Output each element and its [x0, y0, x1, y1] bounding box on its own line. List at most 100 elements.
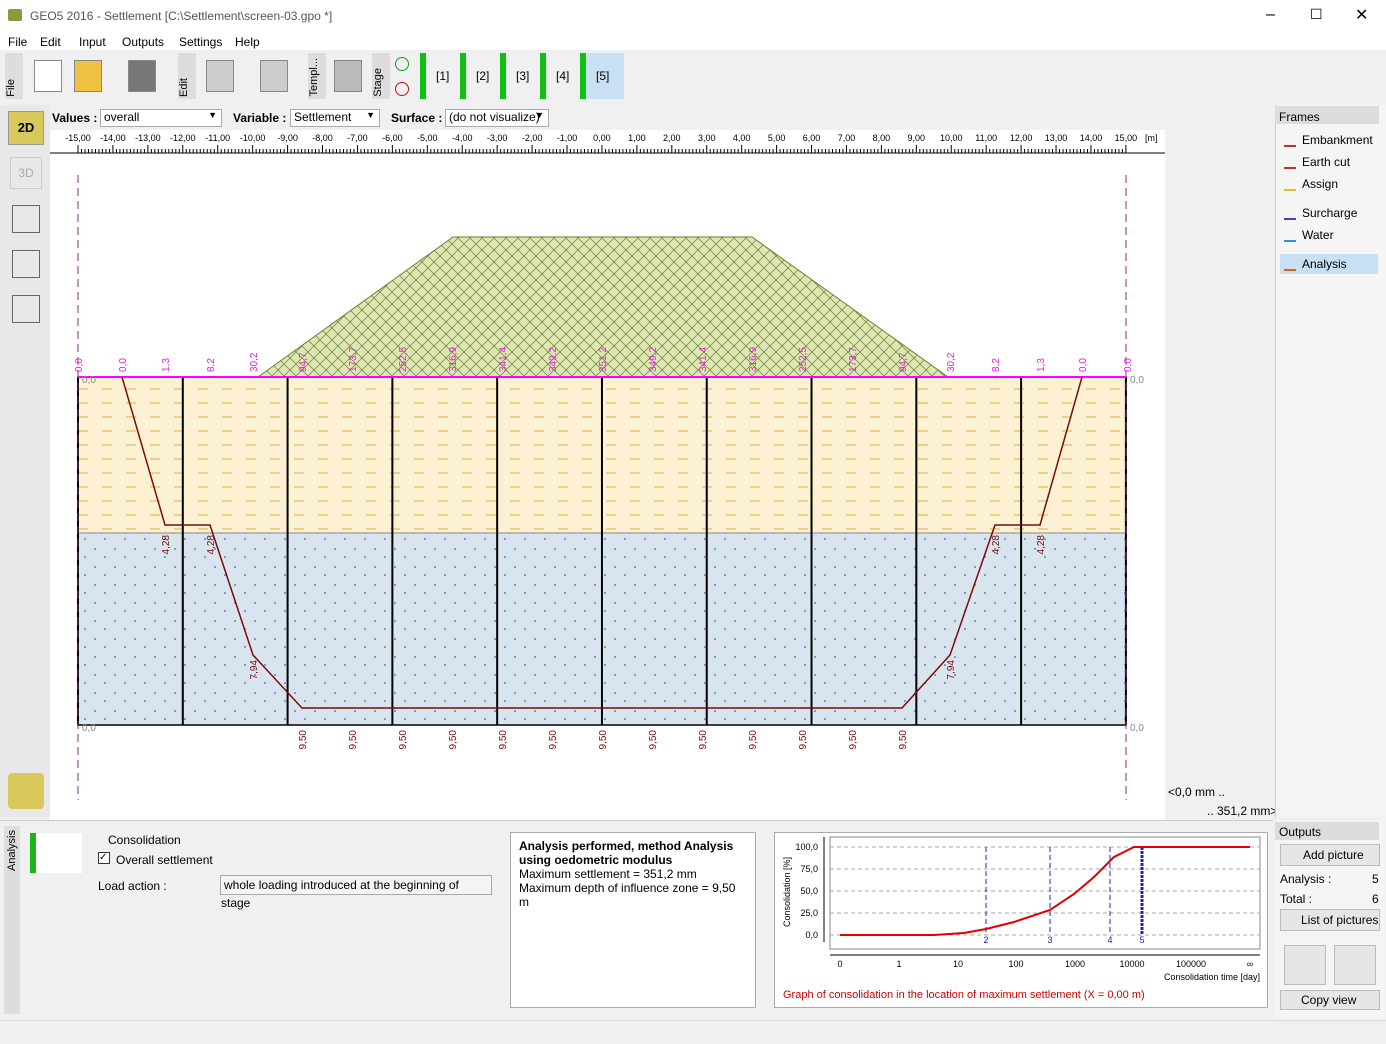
stage-button[interactable]: [5]: [580, 53, 624, 99]
menu-item[interactable]: Input: [79, 35, 106, 49]
ruler-label: -10,00: [240, 133, 266, 143]
stage-button[interactable]: [2]: [460, 53, 502, 99]
y-axis-label: Consolidation [%]: [782, 857, 792, 927]
depth-label: 9,50: [848, 730, 859, 750]
add-stage[interactable]: [395, 57, 409, 71]
settlement-label: 252,5: [798, 347, 809, 372]
frame-button[interactable]: Analysis: [1280, 254, 1378, 274]
toolbar-tab[interactable]: Stage: [372, 53, 390, 99]
tool-icon[interactable]: [12, 205, 40, 233]
toolbar-tab[interactable]: File: [5, 53, 23, 99]
ruler-label: 6,00: [803, 133, 821, 143]
x-tick-label: 1: [896, 959, 901, 969]
depth-label: 9,50: [398, 730, 409, 750]
frame-button[interactable]: Surcharge: [1280, 203, 1378, 223]
y-tick-label: 75,0: [800, 864, 818, 874]
scale-max: .. 351,2 mm>: [1207, 804, 1278, 818]
menu-item[interactable]: File: [8, 35, 28, 49]
edge-label: 0,0: [82, 375, 96, 386]
list-pictures[interactable]: List of pictures: [1280, 909, 1380, 931]
menu-item[interactable]: Edit: [40, 35, 61, 49]
ruler-label: 13,00: [1045, 133, 1068, 143]
analysis-tab[interactable]: Analysis: [4, 826, 20, 1014]
settlement-label: 30,2: [249, 352, 260, 372]
frame-label: Embankment: [1302, 133, 1373, 147]
ruler-label: 0,00: [593, 133, 611, 143]
settlement-label: 0,0: [74, 358, 85, 372]
consolidation-curve: [840, 846, 1250, 936]
close[interactable]: ✕: [1355, 7, 1369, 24]
templates[interactable]: [334, 60, 362, 92]
status-bar: [0, 1020, 1386, 1044]
frame-label: Analysis: [1302, 257, 1347, 271]
results-line: Maximum depth of influence zone = 9,50 m: [519, 881, 736, 909]
edge-label: 0,0: [1130, 375, 1144, 386]
group-title: Consolidation: [108, 833, 181, 847]
values-select[interactable]: overall ▼: [100, 109, 222, 127]
settlement-label: 0,0: [1078, 358, 1089, 372]
settlement-label: 8,2: [991, 358, 1002, 372]
menu-item[interactable]: Help: [235, 35, 260, 49]
add-picture-label: Add picture: [1303, 848, 1364, 862]
analysis-count-label: Analysis :: [1280, 872, 1332, 886]
settlement-label: 316,9: [748, 347, 759, 372]
layer-depth-label: 4,28: [161, 535, 172, 555]
variable-select[interactable]: Settlement ▼: [290, 109, 380, 127]
outputs-header: [1275, 822, 1379, 840]
toolbar-tab[interactable]: Templ...: [308, 53, 326, 99]
variable-label: Variable :: [233, 111, 287, 125]
settlement-label: 252,5: [398, 347, 409, 372]
new-file[interactable]: [34, 60, 62, 92]
minimize[interactable]: –: [1266, 6, 1275, 23]
copy-view[interactable]: Copy view: [1280, 990, 1380, 1010]
print[interactable]: [1284, 945, 1326, 985]
checkbox[interactable]: ✓: [98, 852, 110, 864]
frame-button[interactable]: Earth cut: [1280, 152, 1378, 172]
frame-button[interactable]: Assign: [1280, 174, 1378, 194]
add-picture[interactable]: Add picture: [1280, 844, 1380, 866]
frames-panel: [1275, 105, 1386, 817]
settings[interactable]: [8, 773, 44, 809]
redo[interactable]: [260, 60, 288, 92]
values-label: Values :: [52, 111, 98, 125]
surface: (do not visualize): [449, 110, 540, 124]
analysis-icon[interactable]: [30, 833, 82, 873]
x-tick-label: 0: [837, 959, 842, 969]
stage-button[interactable]: [3]: [500, 53, 542, 99]
surface-label: Surface :: [391, 111, 443, 125]
frames-title: Frames: [1279, 110, 1320, 124]
tool-icon[interactable]: [12, 295, 40, 323]
tool-3d[interactable]: 3D: [10, 157, 42, 189]
settlement-label: 349,2: [648, 347, 659, 372]
ruler-label: 15,00: [1115, 133, 1138, 143]
open[interactable]: [74, 60, 102, 92]
load-select[interactable]: whole loading introduced at the beginnin…: [220, 875, 492, 910]
ruler-label: 3,00: [698, 133, 716, 143]
menu-item[interactable]: Settings: [179, 35, 223, 49]
stage-label: 5: [1139, 935, 1144, 945]
ruler-label: 1,00: [628, 133, 646, 143]
frame-button[interactable]: Water: [1280, 225, 1378, 245]
surface-select[interactable]: (do not visualize) ▼: [445, 109, 549, 127]
frame-button[interactable]: Embankment: [1280, 130, 1378, 150]
maximize[interactable]: ☐: [1310, 6, 1323, 22]
edge-label: 0,0: [1130, 723, 1144, 734]
ruler-label: -14,00: [100, 133, 126, 143]
stage-button[interactable]: [1]: [420, 53, 462, 99]
toolbar-tab[interactable]: Edit: [178, 53, 196, 99]
analysis-count: 5: [1372, 872, 1379, 886]
bend-depth-label: 7,94: [249, 660, 260, 680]
toolbar-tab-label: Templ...: [308, 58, 320, 97]
remove-stage[interactable]: [395, 82, 409, 96]
depth-label: 9,50: [898, 730, 909, 750]
undo[interactable]: [206, 60, 234, 92]
tool-2d[interactable]: 2D: [8, 111, 44, 145]
print-export[interactable]: [1334, 945, 1376, 985]
ruler-label: 12,00: [1010, 133, 1033, 143]
save[interactable]: [128, 60, 156, 92]
depth-label: 9,50: [648, 730, 659, 750]
frame-label: Surcharge: [1302, 206, 1358, 220]
menu-item[interactable]: Outputs: [122, 35, 165, 49]
stage-button[interactable]: [4]: [540, 53, 582, 99]
tool-icon[interactable]: [12, 250, 40, 278]
